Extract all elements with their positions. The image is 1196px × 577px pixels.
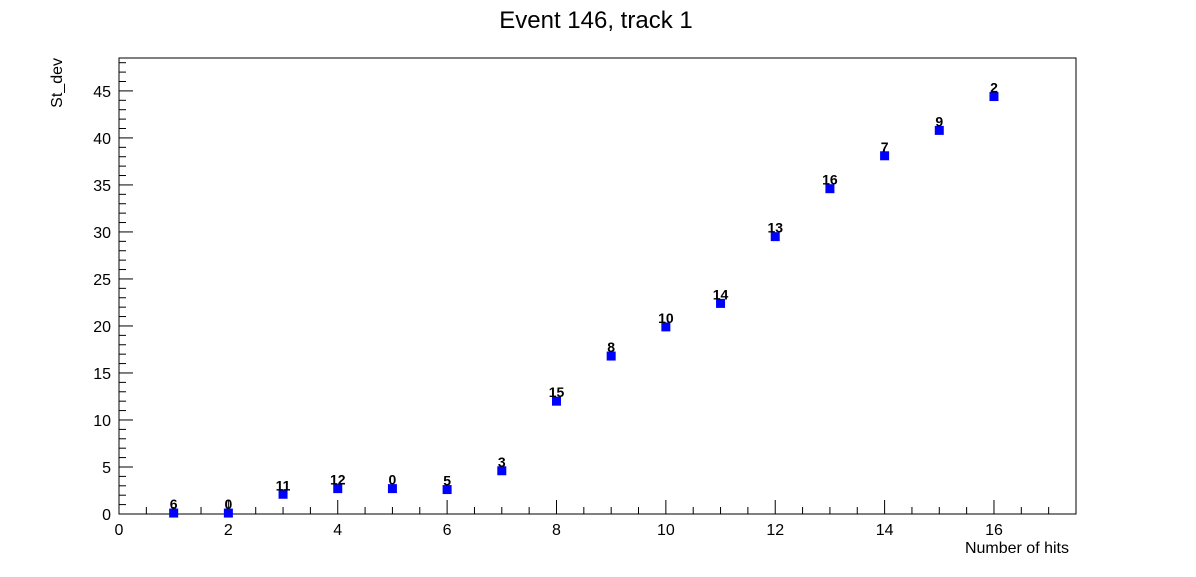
x-tick-label: 6	[443, 522, 452, 539]
data-point	[223, 508, 233, 518]
data-point-label: 16	[822, 172, 838, 188]
data-point-label: 7	[881, 139, 889, 155]
data-point-label: 12	[330, 472, 346, 488]
y-axis: 0 5 10 15 20 25 30 35 40 45	[93, 62, 133, 524]
data-point	[989, 92, 999, 102]
plot-frame	[118, 57, 1077, 515]
y-tick-label: 40	[93, 131, 111, 148]
data-point-label: 5	[443, 473, 451, 489]
x-tick-label: 0	[115, 522, 124, 539]
data-point	[934, 125, 944, 135]
point-labels: 6 0 11 12 0 5 3 15 8 10 14 13 16 7 9 2	[170, 80, 998, 513]
data-point	[825, 184, 835, 194]
data-point	[551, 396, 561, 406]
data-point-label: 13	[767, 220, 783, 236]
data-point-label: 0	[224, 496, 232, 512]
y-tick-label: 45	[93, 84, 111, 101]
data-point	[278, 489, 288, 499]
y-tick-label: 10	[93, 413, 111, 430]
data-point-label: 3	[498, 454, 506, 470]
data-points	[169, 92, 999, 518]
x-tick-label: 10	[657, 522, 675, 539]
x-tick-label: 16	[985, 522, 1003, 539]
data-point-label: 6	[170, 496, 178, 512]
data-point-label: 14	[713, 286, 729, 302]
y-tick-label: 35	[93, 178, 111, 195]
data-point-label: 11	[276, 477, 291, 493]
data-point	[169, 508, 179, 518]
x-tick-label: 12	[766, 522, 784, 539]
y-tick-label: 20	[93, 319, 111, 336]
x-axis-label: Number of hits	[965, 540, 1069, 557]
data-point	[497, 466, 507, 476]
data-point	[880, 151, 890, 161]
data-point-label: 2	[990, 80, 998, 96]
data-point-label: 15	[549, 384, 565, 400]
data-point-label: 9	[935, 113, 943, 129]
data-point	[606, 351, 616, 361]
data-point-label: 10	[658, 310, 674, 326]
chart-title: Event 146, track 1	[499, 7, 692, 34]
y-tick-label: 5	[102, 460, 111, 477]
y-axis-label: St_dev	[49, 58, 66, 108]
x-tick-label: 8	[552, 522, 561, 539]
y-tick-label: 15	[93, 366, 111, 383]
data-point	[716, 298, 726, 308]
y-tick-label: 30	[93, 225, 111, 242]
data-point-label: 0	[389, 472, 397, 488]
data-point	[442, 485, 452, 495]
y-tick-label: 25	[93, 272, 111, 289]
data-point	[770, 232, 780, 242]
data-point	[387, 484, 397, 494]
x-tick-label: 4	[333, 522, 342, 539]
data-point-label: 8	[607, 339, 615, 355]
data-point	[661, 322, 671, 332]
x-tick-label: 14	[876, 522, 894, 539]
x-tick-label: 2	[224, 522, 233, 539]
y-tick-label: 0	[102, 507, 111, 524]
data-point	[333, 484, 343, 494]
x-axis: 0 2 4 6 8 10 12 14 16	[115, 500, 1077, 539]
